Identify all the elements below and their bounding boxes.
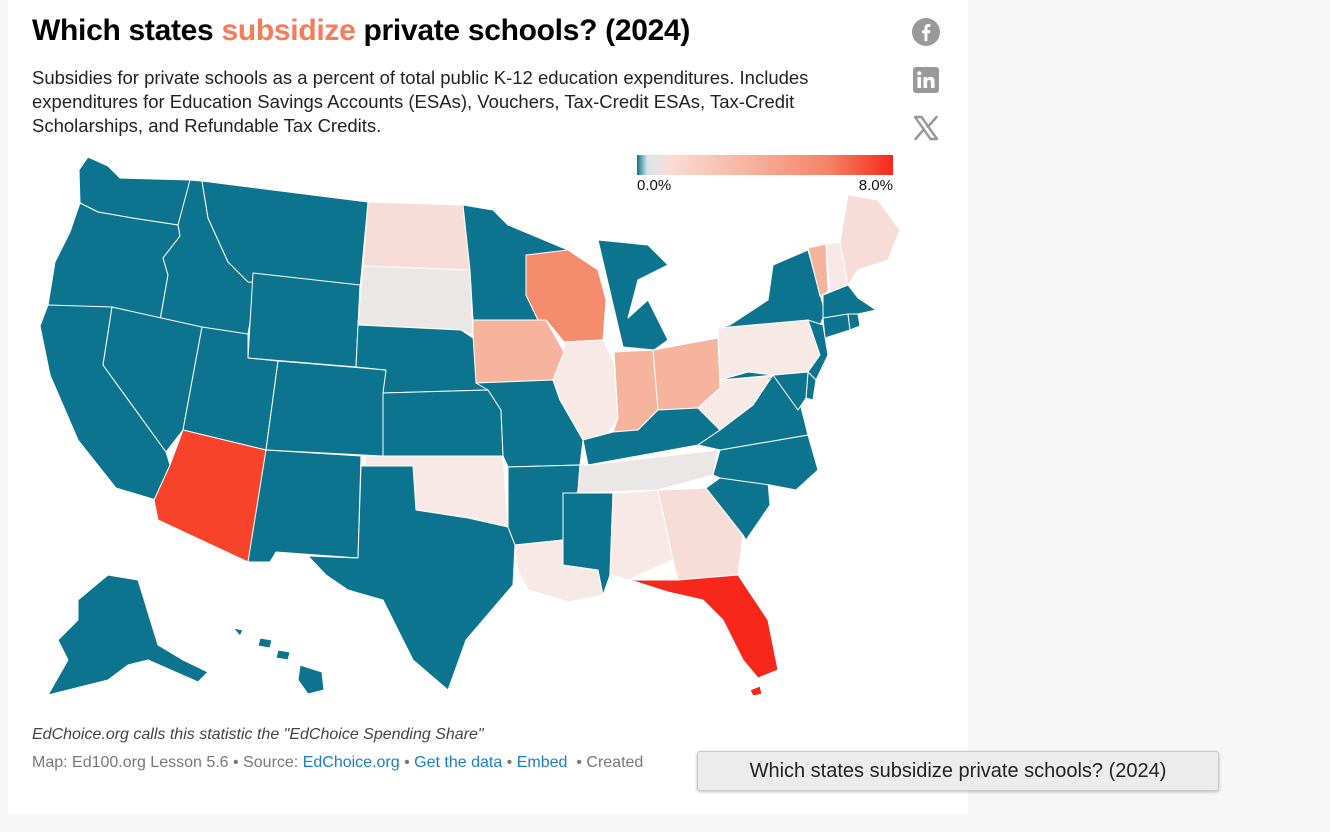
state-hi[interactable]: [232, 627, 325, 695]
legend-max-label: 8.0%: [858, 177, 893, 194]
state-ri[interactable]: [847, 313, 861, 331]
state-ak[interactable]: [47, 574, 209, 696]
state-ct[interactable]: [822, 313, 851, 339]
separator: •: [506, 754, 513, 771]
separator: •: [404, 754, 410, 771]
chart-card: Which states subsidize private schools? …: [8, 0, 968, 814]
state-tx[interactable]: [307, 465, 516, 691]
page-title: Which states subsidize private schools? …: [32, 14, 690, 48]
legend-min-label: 0.0%: [637, 177, 672, 194]
linkedin-icon: [913, 67, 939, 93]
facebook-icon: [912, 18, 940, 46]
footer-credits: Map: Ed100.org Lesson 5.6 • Source: EdCh…: [32, 754, 643, 772]
x-share-button[interactable]: [910, 112, 942, 144]
facebook-share-button[interactable]: [910, 16, 942, 48]
state-me[interactable]: [839, 194, 901, 286]
linkedin-share-button[interactable]: [910, 64, 942, 96]
get-data-link[interactable]: Get the data: [414, 754, 503, 771]
state-ia[interactable]: [472, 319, 565, 384]
subtitle: Subsidies for private schools as a perce…: [32, 67, 809, 136]
title-highlight: subsidize: [221, 14, 356, 47]
state-co[interactable]: [265, 360, 387, 457]
state-nm[interactable]: [247, 449, 362, 563]
x-twitter-icon: [913, 115, 939, 141]
state-fl[interactable]: [629, 574, 779, 679]
state-mi[interactable]: [597, 239, 669, 351]
source-link[interactable]: EdChoice.org: [302, 754, 400, 771]
color-legend: 0.0% 8.0%: [637, 155, 893, 194]
footnote: EdChoice.org calls this statistic the "E…: [32, 726, 484, 743]
map-credit: Map: Ed100.org Lesson 5.6: [32, 754, 229, 771]
created-label: Created: [586, 754, 644, 771]
state-nd[interactable]: [362, 201, 471, 271]
state-pa[interactable]: [717, 319, 821, 381]
separator: •: [576, 754, 582, 771]
legend-gradient-bar: [637, 155, 893, 175]
title-suffix: private schools? (2024): [355, 14, 691, 47]
state-az[interactable]: [153, 429, 267, 563]
state-fl-keys: [749, 685, 763, 697]
state-nv[interactable]: [102, 306, 203, 453]
tooltip: Which states subsidize private schools? …: [697, 751, 1219, 791]
embed-link[interactable]: Embed: [516, 754, 568, 771]
state-vt[interactable]: [807, 243, 829, 297]
state-wy[interactable]: [247, 272, 361, 368]
state-sd[interactable]: [357, 265, 474, 336]
us-choropleth-map: [39, 156, 901, 697]
title-prefix: Which states: [32, 14, 222, 47]
separator: •: [233, 754, 239, 771]
state-ks[interactable]: [382, 389, 504, 457]
source-label: Source:: [243, 754, 299, 771]
state-md[interactable]: [719, 371, 809, 411]
state-ny[interactable]: [717, 249, 824, 331]
